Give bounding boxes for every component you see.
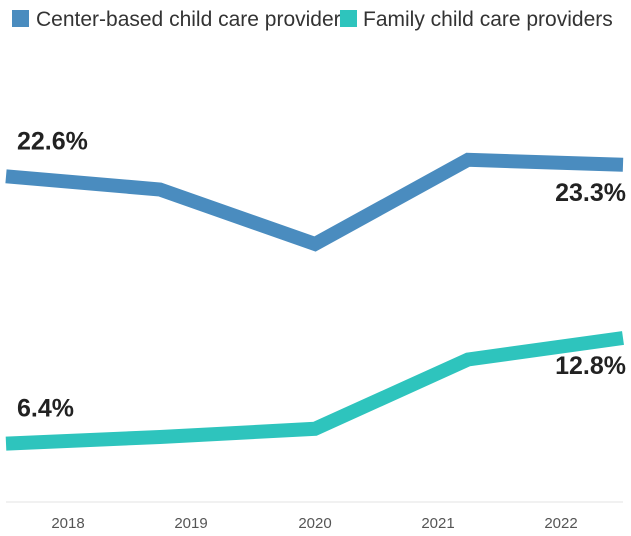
- series-line-0: [5, 152, 624, 252]
- legend-label-center-based: Center-based child care providers: [36, 8, 351, 31]
- data-label-series-0-4: 23.3%: [555, 179, 626, 207]
- legend-swatch-family: [340, 10, 357, 27]
- data-label-series-1-4: 12.8%: [555, 352, 626, 380]
- x-tick-label-2022: 2022: [544, 515, 577, 532]
- data-labels: 22.6% 23.3% 6.4% 12.8%: [17, 127, 626, 422]
- series-line-1: [5, 331, 624, 451]
- series-layer: [5, 152, 624, 451]
- legend: Center-based child care providers Family…: [12, 8, 613, 31]
- x-tick-label-2021: 2021: [421, 515, 454, 532]
- legend-label-family: Family child care providers: [363, 8, 613, 31]
- legend-swatch-center-based: [12, 10, 29, 27]
- x-tick-label-2018: 2018: [51, 515, 84, 532]
- data-label-series-0-0: 22.6%: [17, 127, 88, 155]
- x-tick-label-2019: 2019: [174, 515, 207, 532]
- x-axis-ticks: 2018 2019 2020 2021 2022: [51, 515, 577, 532]
- data-label-series-1-0: 6.4%: [17, 395, 74, 423]
- x-tick-label-2020: 2020: [298, 515, 331, 532]
